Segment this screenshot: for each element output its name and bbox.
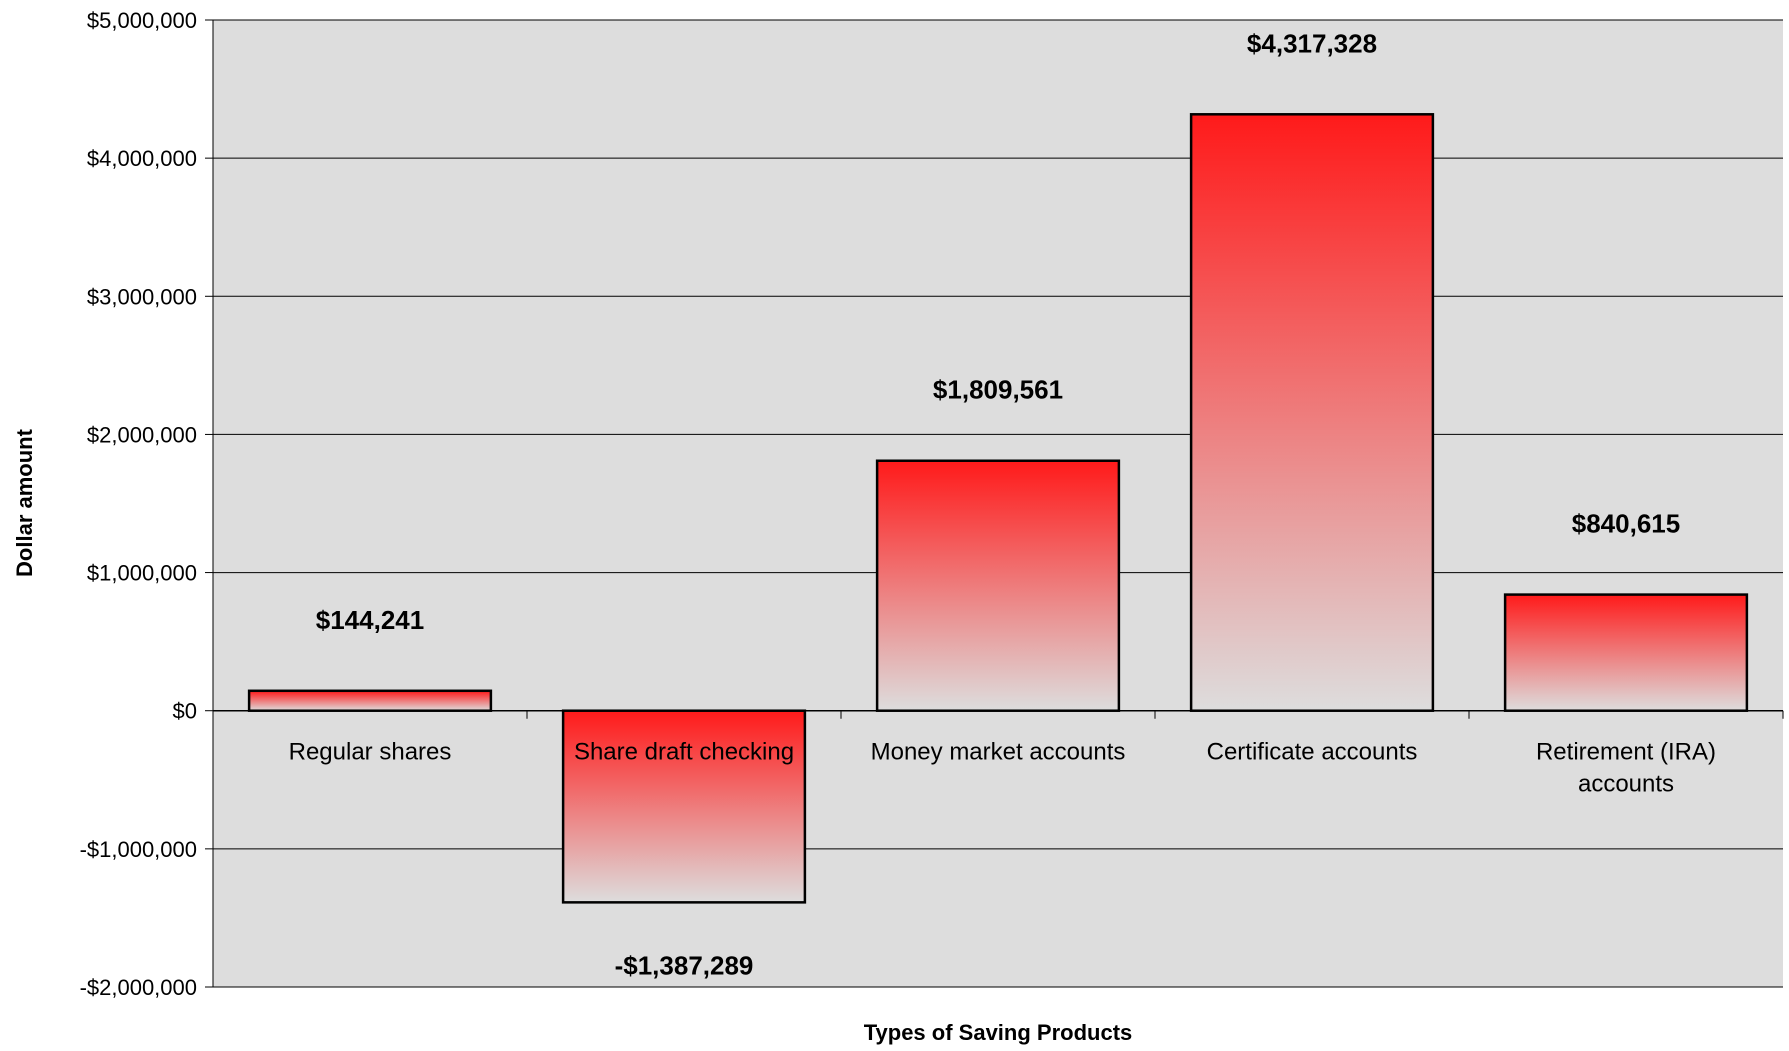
value-label: $1,809,561 bbox=[933, 375, 1063, 405]
x-tick-label-line: Money market accounts bbox=[871, 739, 1126, 766]
value-label: $4,317,328 bbox=[1247, 28, 1377, 58]
y-tick-label: $0 bbox=[173, 699, 197, 724]
y-tick-label: $2,000,000 bbox=[87, 422, 197, 447]
axes bbox=[205, 19, 1784, 988]
value-label: $840,615 bbox=[1572, 509, 1680, 539]
y-tick-label: $5,000,000 bbox=[87, 8, 197, 33]
y-tick-label: $1,000,000 bbox=[87, 561, 197, 586]
x-tick-label-line: accounts bbox=[1578, 771, 1674, 798]
y-tick-label: -$2,000,000 bbox=[80, 975, 197, 1000]
x-tick-label-line: Retirement (IRA) bbox=[1536, 739, 1716, 766]
x-tick-label-line: Share draft checking bbox=[574, 739, 794, 766]
bar bbox=[561, 709, 807, 904]
x-tick-label: Money market accounts bbox=[871, 739, 1126, 766]
value-label: $144,241 bbox=[316, 605, 424, 635]
y-tick-label: $4,000,000 bbox=[87, 146, 197, 171]
bar bbox=[875, 459, 1121, 712]
x-tick-label: Retirement (IRA) accounts bbox=[1536, 739, 1716, 798]
x-tick-label-line: Certificate accounts bbox=[1207, 739, 1418, 766]
x-tick-label: Regular shares bbox=[289, 739, 452, 766]
y-tick-labels: -$2,000,000 -$1,000,000 $0 $1,000,000 $2,000… bbox=[80, 8, 197, 1000]
bars bbox=[247, 113, 1749, 904]
y-tick-label: -$1,000,000 bbox=[80, 837, 197, 862]
x-tick-label: Share draft checking bbox=[574, 739, 794, 766]
bar bbox=[247, 689, 493, 712]
value-labels: $144,241 -$1,387,289 $1,809,561 $4,317,328 $… bbox=[316, 28, 1680, 980]
bar bbox=[1503, 593, 1749, 712]
y-tick-label: $3,000,000 bbox=[87, 284, 197, 309]
x-tick-labels: Regular shares Share draft checking Money … bbox=[289, 739, 1716, 798]
x-tick-label-line: Regular shares bbox=[289, 739, 452, 766]
y-axis-label: Dollar amount bbox=[12, 428, 37, 577]
x-axis-label: Types of Saving Products bbox=[864, 1020, 1133, 1045]
value-label: -$1,387,289 bbox=[615, 950, 754, 980]
bar bbox=[1189, 113, 1435, 712]
x-tick-label: Certificate accounts bbox=[1207, 739, 1418, 766]
